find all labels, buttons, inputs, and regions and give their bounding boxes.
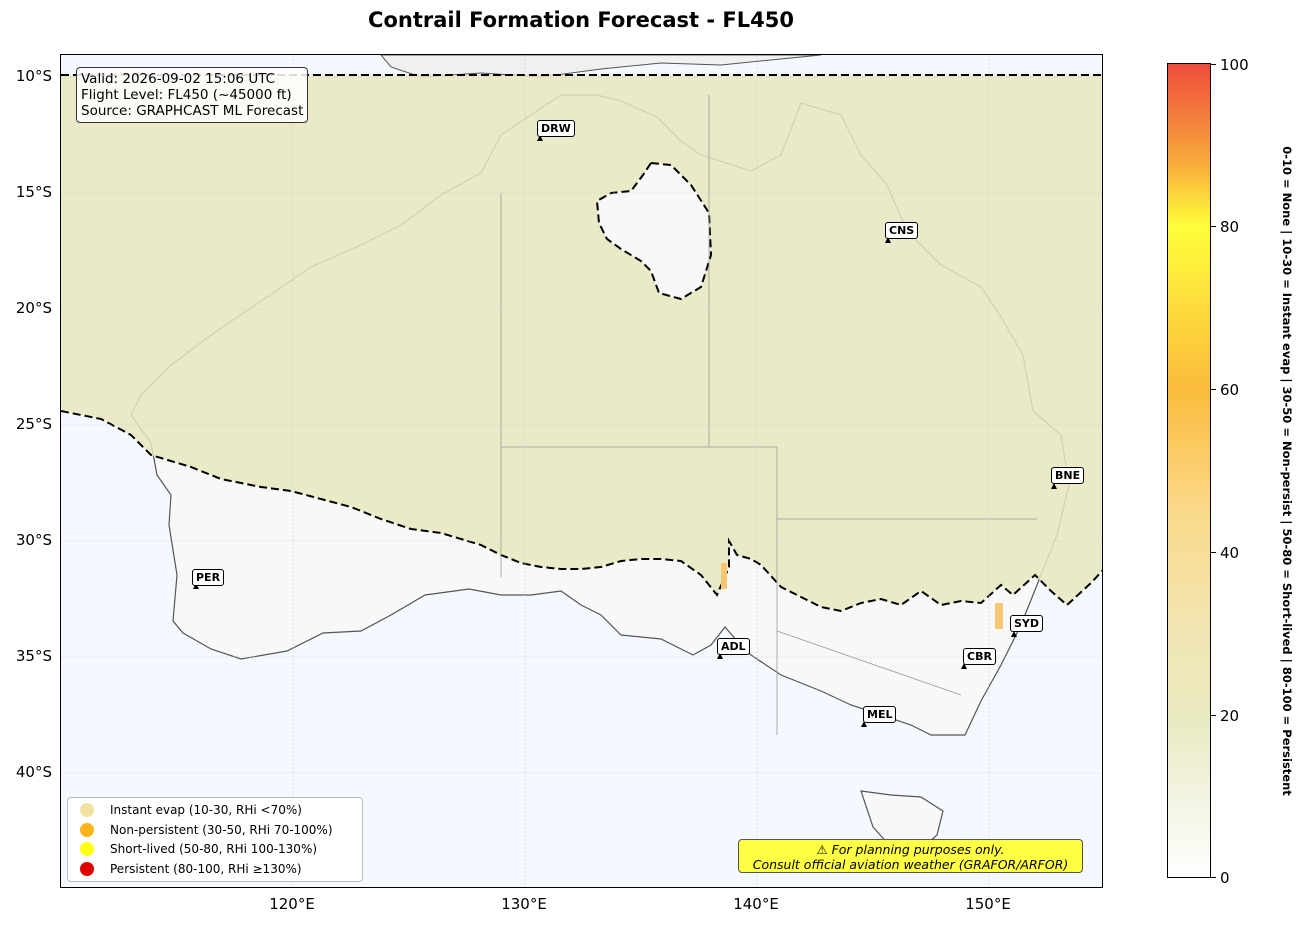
legend-dot-icon — [80, 862, 94, 876]
lat-tick-10s: 10°S — [15, 67, 52, 85]
map-panel[interactable] — [60, 54, 1103, 888]
lat-tick-15s: 15°S — [15, 183, 52, 201]
colorbar-tick-100: 100 — [1220, 56, 1249, 74]
marker-drw — [537, 135, 543, 141]
city-label-cns[interactable]: CNS — [885, 222, 919, 239]
warm-spot-adl — [721, 563, 727, 589]
marker-bne — [1051, 483, 1057, 489]
colorbar-tickmark — [1211, 715, 1216, 716]
city-label-cbr[interactable]: CBR — [963, 648, 996, 665]
marker-cbr — [961, 663, 967, 669]
city-label-bne[interactable]: BNE — [1051, 467, 1085, 484]
lon-tick-120e: 120°E — [269, 895, 315, 913]
marker-syd — [1011, 631, 1017, 637]
warning-line-1: ⚠ For planning purposes only. — [816, 842, 1005, 857]
city-label-syd[interactable]: SYD — [1010, 615, 1044, 632]
warning-line-2: Consult official aviation weather (GRAFO… — [752, 857, 1069, 872]
legend-item-persistent: Persistent (80-100, RHi ≥130%) — [80, 860, 302, 878]
legend-label: Persistent (80-100, RHi ≥130%) — [110, 862, 302, 876]
lat-tick-35s: 35°S — [15, 647, 52, 665]
colorbar-tick-80: 80 — [1220, 218, 1240, 236]
colorbar-tickmark — [1211, 552, 1216, 553]
colorbar-tick-40: 40 — [1220, 544, 1240, 562]
legend-label: Non-persistent (30-50, RHi 70-100%) — [110, 823, 333, 837]
city-markers — [193, 135, 1057, 727]
forecast-source: Source: GRAPHCAST ML Forecast — [81, 103, 304, 119]
valid-time: Valid: 2026-09-02 15:06 UTC — [81, 71, 276, 87]
city-label-mel[interactable]: MEL — [863, 706, 897, 723]
colorbar-tickmark — [1211, 877, 1216, 878]
lat-tick-30s: 30°S — [15, 531, 52, 549]
lat-tick-40s: 40°S — [15, 763, 52, 781]
city-label-drw[interactable]: DRW — [537, 120, 575, 137]
lon-tick-150e: 150°E — [965, 895, 1011, 913]
marker-per — [193, 583, 199, 589]
forecast-shading — [61, 75, 1102, 611]
legend-item-nonpersistent: Non-persistent (30-50, RHi 70-100%) — [80, 821, 333, 839]
legend-item-shortlived: Short-lived (50-80, RHi 100-130%) — [80, 840, 317, 858]
clear-pocket-gulf — [595, 161, 713, 301]
legend-dot-icon — [80, 842, 94, 856]
map-title: Contrail Formation Forecast - FL450 — [368, 8, 794, 32]
gridlines — [61, 55, 1102, 887]
colorbar-tick-60: 60 — [1220, 381, 1240, 399]
flight-level: Flight Level: FL450 (~45000 ft) — [81, 87, 292, 103]
colorbar-tickmark — [1211, 64, 1216, 65]
new-guinea-coast — [380, 55, 822, 78]
planning-warning: ⚠ For planning purposes only. Consult of… — [738, 839, 1083, 873]
city-label-per[interactable]: PER — [192, 569, 225, 586]
colorbar-tick-20: 20 — [1220, 707, 1240, 725]
lat-tick-20s: 20°S — [15, 299, 52, 317]
map-legend: Instant evap (10-30, RHi <70%) Non-persi… — [67, 797, 363, 882]
colorbar-tickmark — [1211, 389, 1216, 390]
colorbar-tickmark — [1211, 226, 1216, 227]
colorbar-tick-0: 0 — [1220, 869, 1230, 887]
legend-label: Short-lived (50-80, RHi 100-130%) — [110, 842, 318, 856]
lon-tick-130e: 130°E — [501, 895, 547, 913]
tasmania — [860, 790, 944, 850]
colorbar — [1167, 63, 1211, 878]
lon-tick-140e: 140°E — [733, 895, 779, 913]
legend-dot-icon — [80, 803, 94, 817]
marker-mel — [861, 721, 867, 727]
legend-item-instant: Instant evap (10-30, RHi <70%) — [80, 801, 302, 819]
marker-adl — [717, 653, 723, 659]
forecast-info-box: Valid: 2026-09-02 15:06 UTC Flight Level… — [76, 67, 309, 123]
lat-tick-25s: 25°S — [15, 415, 52, 433]
colorbar-label: 0-10 = None | 10-30 = Instant evap | 30-… — [1280, 146, 1294, 796]
forecast-boundary-south — [61, 410, 1102, 613]
legend-label: Instant evap (10-30, RHi <70%) — [110, 803, 302, 817]
marker-cns — [885, 237, 891, 243]
city-label-adl[interactable]: ADL — [717, 638, 750, 655]
map-canvas — [61, 55, 1102, 887]
legend-dot-icon — [80, 823, 94, 837]
warm-spot-syd — [995, 603, 1003, 629]
state-borders — [500, 95, 1037, 735]
